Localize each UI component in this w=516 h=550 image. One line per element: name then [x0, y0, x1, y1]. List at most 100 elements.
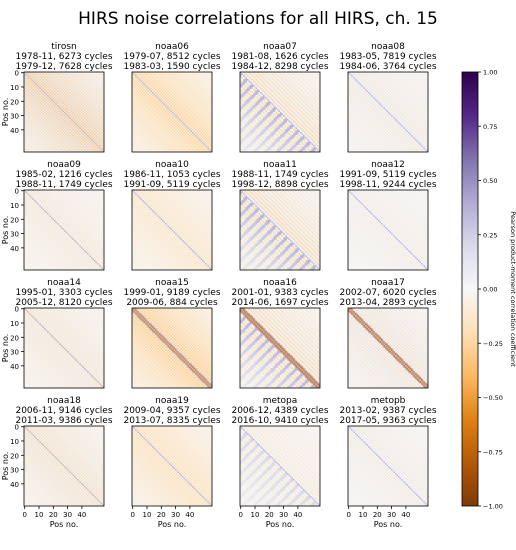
x-tick-label: 40 — [185, 511, 194, 519]
panel-subtitle-2: 2005-12, 8120 cycles — [15, 298, 112, 308]
x-axis-label: Pos no. — [374, 520, 403, 529]
panel-subtitle-2: 1988-11, 1749 cycles — [15, 180, 112, 190]
heatmap-image — [348, 308, 428, 388]
panel-subtitle-2: 1984-06, 3764 cycles — [339, 62, 436, 72]
colorbar-label: Pearson product-moment correlation coeff… — [509, 211, 516, 367]
y-tick-label: 30 — [10, 349, 19, 357]
heatmap-image — [348, 426, 428, 506]
panel-subtitle-1: 2013-02, 9387 cycles — [339, 406, 436, 416]
x-tick-label: 20 — [49, 511, 58, 519]
y-tick-label: 20 — [10, 334, 19, 342]
heatmap-image — [24, 190, 104, 270]
y-tick-label: 10 — [10, 320, 19, 328]
colorbar-tick-label: −1.00 — [483, 503, 503, 511]
panel-subtitle-1: 1991-09, 5119 cycles — [339, 170, 436, 180]
x-tick-label: 30 — [279, 511, 288, 519]
y-tick-label: 40 — [10, 245, 19, 253]
x-tick-label: 20 — [265, 511, 274, 519]
figure-title: HIRS noise correlations for all HIRS, ch… — [78, 9, 438, 29]
y-tick-label: 10 — [10, 438, 19, 446]
panel-subtitle-1: 1978-11, 6273 cycles — [15, 52, 112, 62]
panel-title: noaa12 — [371, 160, 405, 170]
panel-title: noaa09 — [47, 160, 81, 170]
panel-subtitle-2: 2009-06, 884 cycles — [126, 298, 218, 308]
x-tick-label: 40 — [77, 511, 86, 519]
panel-frame — [23, 189, 105, 271]
y-axis-label: Pos no. — [1, 98, 10, 127]
colorbar-tick-label: −0.75 — [483, 448, 503, 456]
y-tick-label: 30 — [10, 467, 19, 475]
heatmap-image — [24, 426, 104, 506]
colorbar-tick-label: −0.25 — [483, 340, 503, 348]
panel-frame — [23, 71, 105, 153]
panel-title: noaa11 — [263, 160, 297, 170]
heatmap-image — [24, 308, 104, 388]
panel-title: noaa19 — [155, 396, 189, 406]
panel-subtitle-2: 2013-04, 2893 cycles — [339, 298, 436, 308]
panel-subtitle-2: 2011-03, 9386 cycles — [15, 416, 112, 426]
panel-title: noaa14 — [47, 278, 81, 288]
heatmap-image — [240, 190, 320, 270]
colorbar-tick-label: 0.00 — [483, 286, 497, 294]
colorbar-tick-label: 0.25 — [483, 231, 497, 239]
colorbar-tick-label: 0.75 — [483, 123, 497, 131]
x-tick-label: 0 — [130, 511, 134, 519]
heatmap-image — [240, 426, 320, 506]
panel-title: noaa08 — [371, 42, 405, 52]
panel-subtitle-1: 1979-07, 8512 cycles — [123, 52, 220, 62]
panel-title: noaa15 — [155, 278, 189, 288]
y-axis-label: Pos no. — [1, 452, 10, 481]
y-tick-label: 10 — [10, 202, 19, 210]
heatmap-image — [132, 72, 212, 152]
heatmap-image — [348, 190, 428, 270]
y-tick-label: 40 — [10, 481, 19, 489]
panel-subtitle-2: 1991-09, 5119 cycles — [123, 180, 220, 190]
x-tick-label: 10 — [251, 511, 260, 519]
panel-subtitle-1: 1999-01, 9189 cycles — [123, 288, 220, 298]
y-tick-label: 0 — [15, 70, 19, 78]
panel-frame — [347, 307, 429, 389]
panel-frame — [239, 189, 321, 271]
heatmap-image — [132, 426, 212, 506]
x-axis-label: Pos no. — [266, 520, 295, 529]
panel-subtitle-1: 2006-12, 4389 cycles — [231, 406, 328, 416]
y-tick-label: 0 — [15, 424, 19, 432]
colorbar-tick-label: 0.50 — [483, 177, 497, 185]
panel-subtitle-1: 1983-05, 7819 cycles — [339, 52, 436, 62]
y-axis-label: Pos no. — [1, 334, 10, 363]
colorbar: 1.00 0.75 0.50 0.25 0.00 −0.25 −0.50 −0.75 −1.00… — [461, 69, 516, 511]
y-tick-label: 30 — [10, 231, 19, 239]
y-tick-label: 20 — [10, 216, 19, 224]
colorbar-tick-label: −0.50 — [483, 394, 503, 402]
panel-title: noaa17 — [371, 278, 405, 288]
panel-subtitle-2: 1998-11, 9244 cycles — [339, 180, 436, 190]
colorbar-gradient — [461, 71, 479, 507]
panel-frame — [239, 71, 321, 153]
heatmap-image — [348, 72, 428, 152]
panel-frame — [23, 425, 105, 507]
panel-title: tirosn — [51, 42, 76, 52]
x-axis-label: Pos no. — [50, 520, 79, 529]
heatmap-image — [24, 72, 104, 152]
heatmap-image — [240, 72, 320, 152]
y-axis-label: Pos no. — [1, 216, 10, 245]
x-tick-label: 20 — [157, 511, 166, 519]
panel-subtitle-2: 2017-05, 9363 cycles — [339, 416, 436, 426]
panel-title: noaa16 — [263, 278, 297, 288]
panel-subtitle-2: 2014-06, 1697 cycles — [231, 298, 328, 308]
panel-frame — [131, 307, 213, 389]
panel-subtitle-2: 2016-10, 9410 cycles — [231, 416, 328, 426]
x-tick-label: 30 — [387, 511, 396, 519]
